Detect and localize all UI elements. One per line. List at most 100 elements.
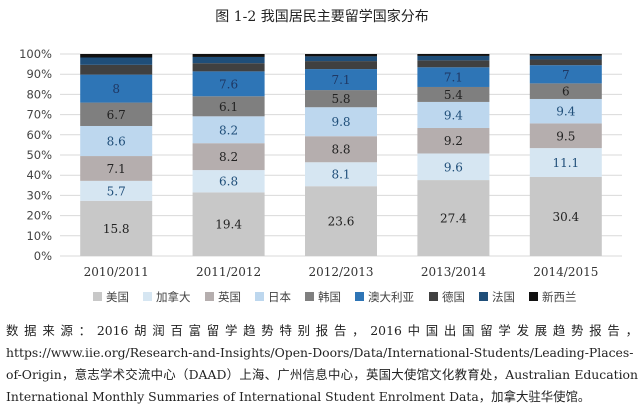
legend-label: 新西兰 <box>542 290 577 304</box>
bar-segment <box>417 153 490 181</box>
x-tick-label: 2013/2014 <box>421 265 486 279</box>
y-tick-label: 100% <box>19 47 52 61</box>
y-tick-label: 90% <box>26 67 52 81</box>
data-label: 7.6 <box>219 77 238 91</box>
data-label: 6.8 <box>219 175 238 189</box>
bar-segment <box>192 192 265 256</box>
x-tick-label: 2010/2011 <box>84 265 149 279</box>
bar-segment <box>529 59 602 66</box>
bar-segment <box>80 54 153 58</box>
data-label: 9.6 <box>444 160 463 174</box>
data-label: 7.1 <box>331 73 350 87</box>
y-tick-label: 30% <box>26 188 52 202</box>
data-label: 15.8 <box>103 222 130 236</box>
bar-segment <box>417 180 490 256</box>
legend-label: 日本 <box>268 290 291 304</box>
bar-segment <box>529 98 602 124</box>
legend-label: 澳大利亚 <box>368 290 414 304</box>
bar-segment <box>192 63 265 72</box>
bar-segment <box>305 90 377 108</box>
bar-segment <box>305 107 377 137</box>
bar-segment <box>305 61 377 70</box>
y-tick-label: 20% <box>26 209 52 223</box>
y-tick-label: 80% <box>26 87 52 101</box>
bar-segment <box>305 54 377 57</box>
bar-segment <box>192 56 265 64</box>
legend-swatch <box>479 292 488 301</box>
chart-title: 图 1-2 我国居民主要留学国家分布 <box>215 9 429 25</box>
data-label: 9.8 <box>331 115 350 129</box>
data-label: 6.1 <box>219 100 238 114</box>
data-label: 8.1 <box>331 168 350 182</box>
bar-segment <box>192 96 265 117</box>
bar-segment <box>192 71 265 97</box>
bar-segment <box>417 55 490 61</box>
bar-segment <box>529 83 602 99</box>
data-label: 11.1 <box>552 156 579 170</box>
bar-segment <box>80 57 153 65</box>
legend-swatch <box>255 292 264 301</box>
bar-segment <box>305 136 377 163</box>
data-label: 8.2 <box>219 150 238 164</box>
data-label: 7 <box>562 68 570 82</box>
data-label: 7.1 <box>444 71 463 85</box>
bar-segment <box>529 55 602 60</box>
data-label: 7.1 <box>107 162 126 176</box>
legend-label: 英国 <box>218 290 241 304</box>
legend-swatch <box>429 292 438 301</box>
y-tick-label: 50% <box>26 148 52 162</box>
y-tick-label: 60% <box>26 128 52 142</box>
bar-segment <box>80 180 153 201</box>
legend-label: 法国 <box>492 290 515 304</box>
bar-segment <box>192 116 265 144</box>
legend-swatch <box>143 292 152 301</box>
legend-swatch <box>529 292 538 301</box>
y-tick-label: 40% <box>26 168 52 182</box>
y-tick-label: 70% <box>26 108 52 122</box>
data-label: 27.4 <box>440 212 467 226</box>
y-tick-label: 0% <box>34 249 52 263</box>
bar-segment <box>192 54 265 57</box>
legend-label: 德国 <box>442 290 465 304</box>
x-tick-label: 2012/2013 <box>308 265 373 279</box>
bar-segment <box>417 127 490 154</box>
bar-segment <box>192 143 265 171</box>
bar-segment <box>529 176 602 256</box>
bar-segment <box>529 123 602 149</box>
bar-segment <box>80 74 153 103</box>
data-label: 8.2 <box>219 123 238 137</box>
bar-segment <box>529 65 602 84</box>
source-note: 数据来源：2016胡润百富留学趋势特别报告，2016中国出国留学发展趋势报告，h… <box>6 323 638 404</box>
data-label: 6.7 <box>107 108 126 122</box>
bar-segment <box>529 54 602 56</box>
bar-segment <box>417 67 490 87</box>
data-label: 6 <box>562 85 570 99</box>
data-label: 5.4 <box>444 88 463 102</box>
bar-segment <box>417 86 490 102</box>
bar-segment <box>80 64 153 75</box>
legend-label: 加拿大 <box>156 290 191 304</box>
x-tick-label: 2014/2015 <box>533 265 598 279</box>
bar-segment <box>417 60 490 68</box>
bar-segment <box>80 102 153 126</box>
bar-segment <box>305 56 377 62</box>
bar-segment <box>529 148 602 177</box>
data-label: 8 <box>112 82 120 96</box>
legend-label: 韩国 <box>318 290 341 304</box>
legend-label: 美国 <box>106 290 129 304</box>
bar-segment <box>80 125 153 157</box>
stacked-bar-chart: 0% 10% 20% 30% 40% 50% 60% 70% 80% 90% 100% 15.8 5.7… <box>19 47 622 304</box>
bar-segment <box>80 156 153 181</box>
bar-segment <box>305 186 377 256</box>
bar-segment <box>305 162 377 187</box>
bar-segment <box>417 101 490 128</box>
legend-swatch <box>93 292 102 301</box>
bar-segment <box>417 54 490 56</box>
legend-swatch <box>355 292 364 301</box>
data-label: 8.8 <box>331 143 350 157</box>
data-label: 8.6 <box>107 135 126 149</box>
bar-segment <box>305 69 377 91</box>
y-tick-label: 10% <box>26 229 52 243</box>
legend-swatch <box>305 292 314 301</box>
x-tick-label: 2011/2012 <box>196 265 261 279</box>
